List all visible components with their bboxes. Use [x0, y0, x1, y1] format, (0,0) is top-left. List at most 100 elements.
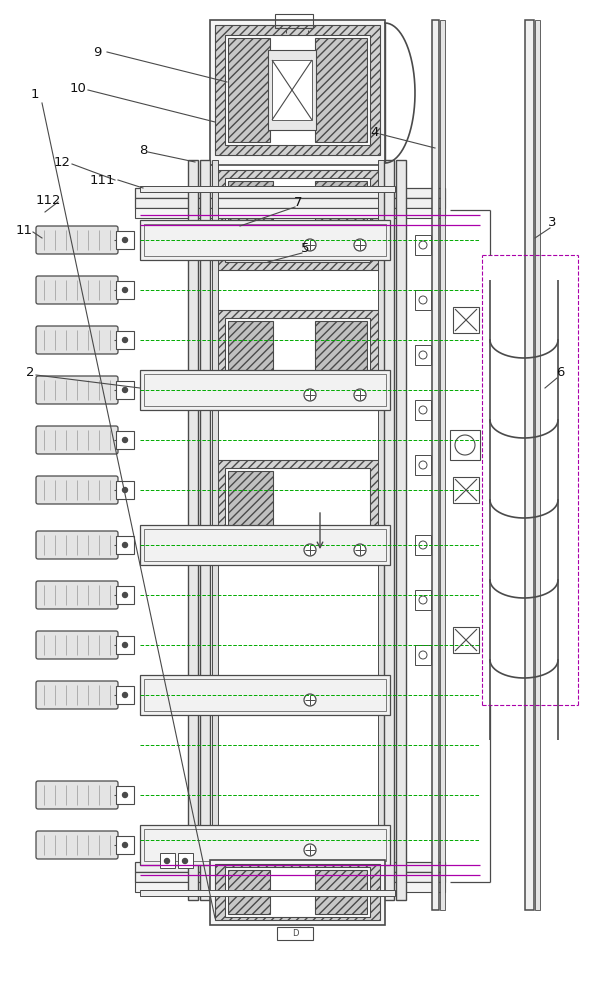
FancyBboxPatch shape	[36, 276, 118, 304]
Bar	[415, 455, 431, 475]
Bar	[212, 160, 218, 900]
Bar	[135, 882, 445, 892]
Bar	[415, 590, 431, 610]
Bar	[415, 400, 431, 420]
Bar	[140, 675, 390, 715]
FancyBboxPatch shape	[36, 631, 118, 659]
Bar	[135, 208, 445, 218]
Bar	[212, 460, 387, 538]
Text: 9: 9	[93, 45, 101, 58]
Bar	[225, 867, 370, 917]
Bar	[228, 38, 270, 142]
Bar	[116, 686, 134, 704]
Circle shape	[455, 435, 475, 455]
Bar	[415, 645, 431, 665]
Bar	[277, 927, 313, 940]
Circle shape	[304, 389, 316, 401]
Text: 7: 7	[294, 196, 302, 209]
Bar	[140, 525, 390, 565]
Bar	[135, 872, 445, 882]
Bar	[140, 370, 390, 410]
Circle shape	[183, 858, 188, 863]
Bar	[144, 529, 386, 561]
Bar	[116, 381, 134, 399]
Circle shape	[122, 488, 127, 492]
Bar	[415, 535, 431, 555]
Bar	[415, 345, 431, 365]
Bar	[116, 586, 134, 604]
Bar	[228, 321, 273, 377]
Bar	[212, 310, 387, 388]
Bar	[225, 318, 370, 380]
Circle shape	[419, 651, 427, 659]
Bar	[525, 20, 534, 910]
Text: 5: 5	[301, 241, 309, 254]
Text: 111: 111	[89, 174, 115, 186]
Circle shape	[122, 387, 127, 392]
Bar	[315, 38, 367, 142]
Text: 1: 1	[31, 89, 39, 102]
Bar	[215, 25, 380, 155]
Circle shape	[122, 842, 127, 848]
Bar	[453, 477, 479, 503]
Bar	[215, 864, 380, 920]
Text: 11: 11	[15, 224, 33, 236]
Circle shape	[419, 351, 427, 359]
Bar	[200, 160, 210, 900]
Bar	[188, 160, 198, 900]
Bar	[135, 188, 445, 198]
FancyBboxPatch shape	[36, 531, 118, 559]
Bar	[116, 836, 134, 854]
Bar	[116, 331, 134, 349]
Circle shape	[354, 389, 366, 401]
Text: 3: 3	[548, 216, 556, 229]
Circle shape	[122, 338, 127, 342]
Bar	[135, 862, 445, 872]
Bar	[140, 186, 395, 192]
FancyBboxPatch shape	[36, 681, 118, 709]
FancyBboxPatch shape	[36, 426, 118, 454]
Circle shape	[122, 237, 127, 242]
Circle shape	[304, 239, 316, 251]
Bar	[116, 636, 134, 654]
Bar	[228, 181, 273, 259]
Circle shape	[164, 858, 170, 863]
Bar	[396, 160, 406, 900]
Circle shape	[122, 792, 127, 798]
Bar	[135, 198, 445, 208]
Text: 2: 2	[26, 365, 34, 378]
Bar	[415, 235, 431, 255]
Circle shape	[354, 544, 366, 556]
Bar	[144, 374, 386, 406]
Bar	[268, 50, 316, 130]
FancyBboxPatch shape	[36, 831, 118, 859]
Circle shape	[122, 643, 127, 648]
Circle shape	[419, 241, 427, 249]
Bar	[453, 307, 479, 333]
Text: 8: 8	[139, 143, 147, 156]
Bar	[144, 224, 386, 256]
Bar	[315, 181, 367, 259]
Bar	[378, 160, 384, 900]
Bar	[315, 870, 367, 914]
Bar	[440, 20, 445, 910]
Bar	[116, 281, 134, 299]
Circle shape	[122, 692, 127, 698]
Bar	[453, 627, 479, 653]
Bar	[228, 870, 270, 914]
Text: 112: 112	[35, 194, 61, 207]
Bar	[275, 14, 313, 28]
FancyBboxPatch shape	[36, 226, 118, 254]
Text: 12: 12	[54, 155, 71, 168]
Bar	[140, 890, 395, 896]
Circle shape	[304, 844, 316, 856]
Bar	[144, 829, 386, 861]
Circle shape	[304, 544, 316, 556]
FancyBboxPatch shape	[36, 781, 118, 809]
FancyBboxPatch shape	[36, 581, 118, 609]
Bar	[535, 20, 540, 910]
Circle shape	[419, 596, 427, 604]
Bar	[116, 536, 134, 554]
Circle shape	[122, 288, 127, 292]
Circle shape	[122, 438, 127, 442]
